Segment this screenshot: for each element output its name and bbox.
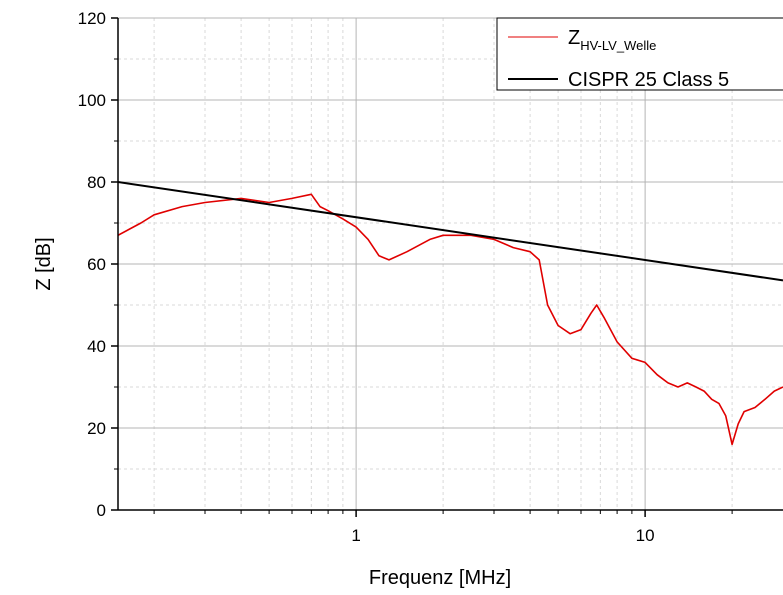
y-tick-label: 0: [97, 501, 106, 520]
series-line-0: [118, 193, 783, 446]
y-tick-label: 100: [78, 91, 106, 110]
series-line-1: [118, 181, 783, 282]
y-tick-label: 40: [87, 337, 106, 356]
legend-label-cispr: CISPR 25 Class 5: [568, 69, 729, 91]
y-tick-label: 120: [78, 9, 106, 28]
axes: [111, 17, 783, 517]
x-tick-label: 10: [636, 526, 655, 545]
plot-area: [118, 181, 783, 446]
x-axis-label: Frequenz [MHz]: [369, 567, 511, 589]
y-tick-label: 80: [87, 173, 106, 192]
tick-labels: 0 20 40 60 80 100 120 1 10: [78, 9, 655, 545]
y-axis-label: Z [dB]: [33, 237, 55, 290]
legend-label-z: ZHV-LV_Welle: [568, 27, 656, 53]
y-tick-label: 60: [87, 255, 106, 274]
grid: [118, 17, 783, 510]
legend: ZHV-LV_Welle CISPR 25 Class 5: [496, 17, 783, 91]
x-tick-label: 1: [351, 526, 360, 545]
y-tick-label: 20: [87, 419, 106, 438]
